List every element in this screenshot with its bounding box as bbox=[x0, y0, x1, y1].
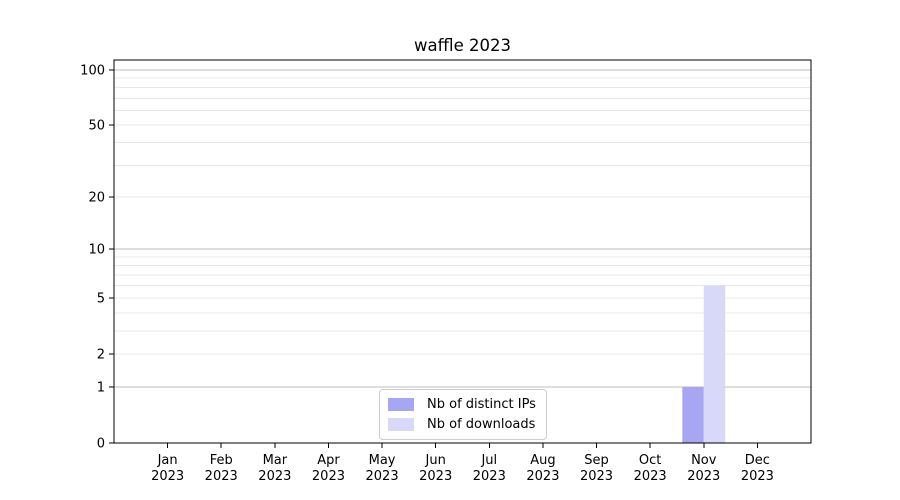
y-tick-label: 10 bbox=[88, 243, 105, 258]
plot-border bbox=[113, 59, 812, 444]
x-tick-label-month: Mar bbox=[263, 453, 288, 468]
y-tick-label: 20 bbox=[88, 190, 105, 205]
x-tick-label-year: 2023 bbox=[687, 469, 720, 484]
legend-swatch-distinct-ips bbox=[388, 398, 414, 411]
x-tick-label-month: Sep bbox=[584, 453, 609, 468]
x-tick-label-month: Jun bbox=[425, 453, 446, 468]
x-tick-label-year: 2023 bbox=[741, 469, 774, 484]
legend-label-distinct-ips: Nb of distinct IPs bbox=[427, 397, 536, 412]
x-tick-label-year: 2023 bbox=[580, 469, 613, 484]
legend-item-distinct-ips: Nb of distinct IPs bbox=[388, 397, 536, 412]
y-tick-label: 0 bbox=[97, 437, 105, 452]
x-tick-label-year: 2023 bbox=[312, 469, 345, 484]
x-tick-label-year: 2023 bbox=[419, 469, 452, 484]
y-tick-label: 2 bbox=[97, 348, 105, 363]
legend-swatch-downloads bbox=[388, 418, 414, 431]
x-tick-label-month: Jul bbox=[480, 453, 497, 468]
x-tick-label-year: 2023 bbox=[526, 469, 559, 484]
bar-distinct-ips bbox=[682, 386, 704, 443]
y-tick-label: 1 bbox=[97, 380, 105, 395]
x-tick-label-year: 2023 bbox=[473, 469, 506, 484]
x-tick-label-month: May bbox=[369, 453, 396, 468]
x-tick-label-month: Apr bbox=[317, 453, 340, 468]
x-tick-label-year: 2023 bbox=[258, 469, 291, 484]
y-tick-label: 5 bbox=[97, 292, 105, 307]
x-tick-label-month: Aug bbox=[530, 453, 555, 468]
x-tick-label-month: Oct bbox=[639, 453, 661, 468]
y-tick-label: 100 bbox=[80, 63, 105, 78]
x-tick-label-year: 2023 bbox=[366, 469, 399, 484]
legend-item-downloads: Nb of downloads bbox=[388, 417, 536, 432]
x-tick-label-year: 2023 bbox=[151, 469, 184, 484]
x-tick-label-month: Nov bbox=[691, 453, 717, 468]
bar-downloads bbox=[703, 285, 726, 443]
legend: Nb of distinct IPs Nb of downloads bbox=[379, 389, 547, 440]
x-tick-label-year: 2023 bbox=[205, 469, 238, 484]
chart-title: waffle 2023 bbox=[414, 36, 511, 55]
x-tick-label-month: Feb bbox=[210, 453, 233, 468]
x-tick-label-year: 2023 bbox=[634, 469, 667, 484]
x-tick-label-month: Jan bbox=[157, 453, 178, 468]
legend-label-downloads: Nb of downloads bbox=[427, 417, 536, 432]
y-tick-label: 50 bbox=[88, 119, 105, 134]
x-tick-label-month: Dec bbox=[745, 453, 770, 468]
